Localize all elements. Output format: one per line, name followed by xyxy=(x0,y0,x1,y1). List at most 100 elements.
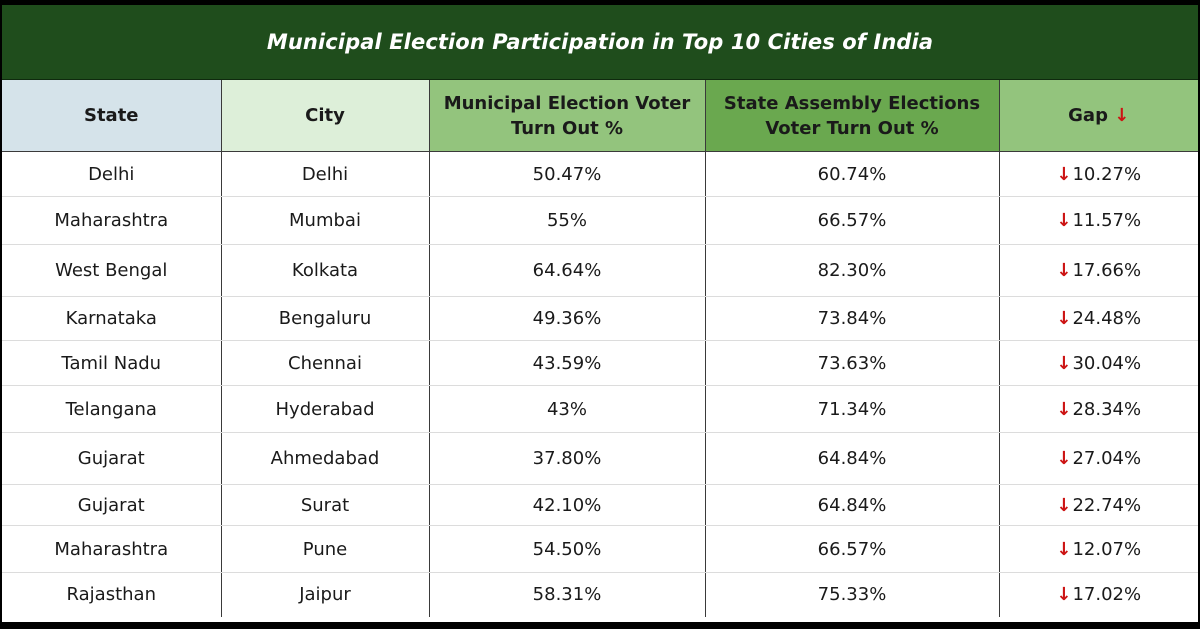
header-city: City xyxy=(221,80,430,152)
down-arrow-icon: ↓ xyxy=(1056,448,1072,469)
cell-assembly-turnout: 73.63% xyxy=(705,340,1000,386)
table-row: Maharashtra Pune 54.50% 66.57% ↓12.07% xyxy=(2,525,1198,573)
header-state-label: State xyxy=(83,105,139,126)
cell-city: Delhi xyxy=(221,151,430,197)
table-row: Gujarat Surat 42.10% 64.84% ↓22.74% xyxy=(2,484,1198,526)
cell-gap: ↓30.04% xyxy=(999,340,1198,386)
cell-assembly-turnout: 73.84% xyxy=(705,296,1000,341)
table-row: Karnataka Bengaluru 49.36% 73.84% ↓24.48% xyxy=(2,296,1198,341)
cell-city: Kolkata xyxy=(221,244,430,297)
cell-gap: ↓28.34% xyxy=(999,385,1198,433)
table-body: Delhi Delhi 50.47% 60.74% ↓10.27% Maharashtra… xyxy=(2,151,1198,617)
down-arrow-icon: ↓ xyxy=(1056,538,1072,560)
cell-assembly-turnout: 66.57% xyxy=(705,196,1000,245)
cell-city: Mumbai xyxy=(221,196,430,245)
table-row: Gujarat Ahmedabad 37.80% 64.84% ↓27.04% xyxy=(2,432,1198,485)
down-arrow-icon: ↓ xyxy=(1056,584,1072,606)
table-header: State City Municipal Election Voter Turn… xyxy=(2,80,1198,152)
cell-gap: ↓17.66% xyxy=(999,244,1198,297)
down-arrow-icon: ↓ xyxy=(1056,163,1072,185)
header-municipal-turnout: Municipal Election Voter Turn Out % xyxy=(429,80,706,152)
header-gap: Gap ↓ xyxy=(999,80,1198,152)
down-arrow-icon: ↓ xyxy=(1056,352,1072,374)
cell-gap: ↓24.48% xyxy=(999,296,1198,341)
cell-state: West Bengal xyxy=(2,244,222,297)
header-municipal-label-line2: Turn Out % xyxy=(510,117,624,139)
down-arrow-icon: ↓ xyxy=(1114,105,1130,126)
gap-value: 24.48% xyxy=(1072,308,1142,329)
down-arrow-icon: ↓ xyxy=(1056,398,1072,420)
cell-municipal-turnout: 58.31% xyxy=(429,572,706,617)
cell-gap: ↓12.07% xyxy=(999,525,1198,573)
cell-assembly-turnout: 75.33% xyxy=(705,572,1000,617)
cell-city: Bengaluru xyxy=(221,296,430,341)
header-municipal-label-line1: Municipal Election Voter xyxy=(443,92,691,114)
gap-value: 27.04% xyxy=(1072,448,1142,469)
cell-city: Hyderabad xyxy=(221,385,430,433)
cell-assembly-turnout: 64.84% xyxy=(705,484,1000,526)
gap-value: 11.57% xyxy=(1072,210,1142,231)
cell-city: Pune xyxy=(221,525,430,573)
cell-state: Maharashtra xyxy=(2,525,222,573)
header-assembly-label-line1: State Assembly Elections xyxy=(723,92,981,114)
header-assembly-label-line2: Voter Turn Out % xyxy=(765,117,939,139)
table-row: Maharashtra Mumbai 55% 66.57% ↓11.57% xyxy=(2,196,1198,245)
table-row: West Bengal Kolkata 64.64% 82.30% ↓17.66% xyxy=(2,244,1198,297)
cell-municipal-turnout: 43% xyxy=(429,385,706,433)
gap-value: 17.02% xyxy=(1072,584,1142,606)
gap-value: 12.07% xyxy=(1072,538,1142,560)
cell-municipal-turnout: 54.50% xyxy=(429,525,706,573)
cell-state: Delhi xyxy=(2,151,222,197)
cell-gap: ↓17.02% xyxy=(999,573,1198,617)
gap-value: 10.27% xyxy=(1072,163,1142,185)
cell-municipal-turnout: 64.64% xyxy=(429,244,706,297)
cell-assembly-turnout: 71.34% xyxy=(705,385,1000,433)
cell-gap: ↓27.04% xyxy=(999,432,1198,485)
down-arrow-icon: ↓ xyxy=(1056,260,1072,281)
cell-state: Gujarat xyxy=(2,484,222,526)
turnout-table: State City Municipal Election Voter Turn… xyxy=(2,80,1198,617)
table-title: Municipal Election Participation in Top … xyxy=(266,30,934,54)
cell-municipal-turnout: 55% xyxy=(429,196,706,245)
down-arrow-icon: ↓ xyxy=(1056,494,1072,516)
cell-city: Ahmedabad xyxy=(221,432,430,485)
down-arrow-icon: ↓ xyxy=(1056,308,1072,329)
cell-state: Telangana xyxy=(2,385,222,433)
cell-state: Rajasthan xyxy=(2,572,222,617)
down-arrow-icon: ↓ xyxy=(1056,210,1072,231)
cell-gap: ↓11.57% xyxy=(999,196,1198,245)
cell-gap: ↓22.74% xyxy=(999,484,1198,526)
cell-assembly-turnout: 60.74% xyxy=(705,151,1000,197)
table-row: Delhi Delhi 50.47% 60.74% ↓10.27% xyxy=(2,151,1198,197)
cell-assembly-turnout: 64.84% xyxy=(705,432,1000,485)
table-row: Rajasthan Jaipur 58.31% 75.33% ↓17.02% xyxy=(2,572,1198,617)
header-assembly-turnout: State Assembly Elections Voter Turn Out … xyxy=(705,80,1000,152)
cell-assembly-turnout: 66.57% xyxy=(705,525,1000,573)
header-row: State City Municipal Election Voter Turn… xyxy=(2,80,1198,152)
cell-assembly-turnout: 82.30% xyxy=(705,244,1000,297)
gap-value: 30.04% xyxy=(1072,352,1142,374)
cell-state: Tamil Nadu xyxy=(2,340,222,386)
cell-state: Karnataka xyxy=(2,296,222,341)
cell-municipal-turnout: 37.80% xyxy=(429,432,706,485)
cell-gap: ↓10.27% xyxy=(999,151,1198,197)
cell-city: Chennai xyxy=(221,340,430,386)
cell-state: Maharashtra xyxy=(2,196,222,245)
gap-value: 17.66% xyxy=(1072,260,1142,281)
cell-city: Surat xyxy=(221,484,430,526)
header-state: State xyxy=(2,80,222,152)
cell-municipal-turnout: 42.10% xyxy=(429,484,706,526)
header-city-label: City xyxy=(305,105,345,126)
cell-municipal-turnout: 50.47% xyxy=(429,151,706,197)
table-row: Telangana Hyderabad 43% 71.34% ↓28.34% xyxy=(2,385,1198,433)
gap-value: 28.34% xyxy=(1072,398,1142,420)
cell-city: Jaipur xyxy=(221,572,430,617)
header-gap-label: Gap xyxy=(1068,105,1108,126)
title-bar: Municipal Election Participation in Top … xyxy=(2,5,1198,80)
table-row: Tamil Nadu Chennai 43.59% 73.63% ↓30.04% xyxy=(2,340,1198,386)
gap-value: 22.74% xyxy=(1072,494,1142,516)
cell-state: Gujarat xyxy=(2,432,222,485)
cell-municipal-turnout: 49.36% xyxy=(429,296,706,341)
table-card: Municipal Election Participation in Top … xyxy=(2,5,1198,622)
